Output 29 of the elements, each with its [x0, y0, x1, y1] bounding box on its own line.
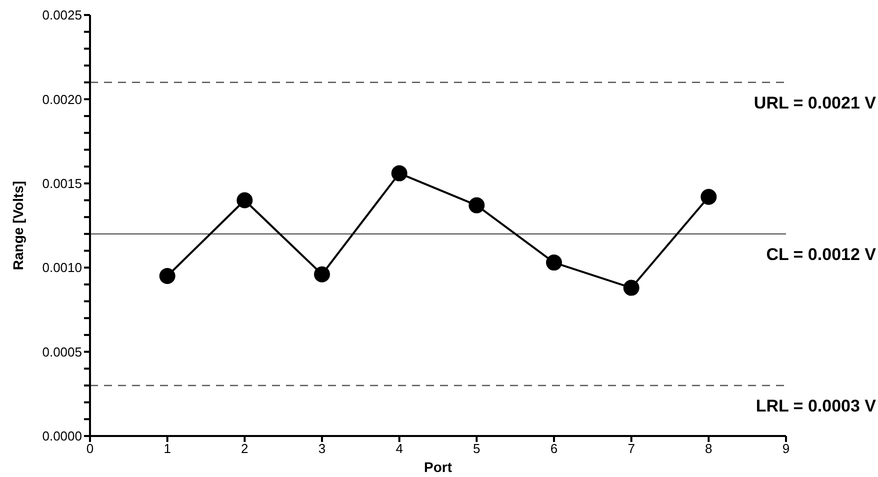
x-tick-label: 6 — [550, 441, 558, 456]
ref-line-label: LRL = 0.0003 V — [756, 396, 877, 416]
y-axis-title: Range [Volts] — [10, 180, 26, 270]
point — [700, 188, 717, 205]
x-tick-label: 4 — [396, 441, 403, 456]
x-tick-label: 3 — [318, 441, 326, 456]
y-tick-label: 0.0025 — [42, 8, 82, 23]
point — [546, 254, 562, 271]
x-axis-title: Port — [424, 459, 452, 475]
ref-line-label: URL = 0.0021 V — [754, 93, 877, 112]
x-tick-label: 8 — [705, 441, 712, 456]
y-tick-label: 0.0000 — [42, 428, 82, 444]
y-tick-label: 0.0005 — [42, 344, 82, 360]
y-tick-label: 0.0010 — [42, 260, 82, 276]
point — [623, 280, 640, 296]
point — [159, 268, 176, 284]
x-tick-label: 7 — [628, 441, 635, 456]
x-tick-label: 2 — [241, 441, 248, 456]
y-tick-label: 0.0015 — [42, 176, 82, 192]
point — [391, 165, 408, 182]
ref-line-label: CL = 0.0012 V — [766, 244, 877, 264]
x-tick-label: 1 — [164, 441, 171, 456]
y-tick-label: 0.0020 — [42, 92, 82, 107]
x-tick-label: 5 — [473, 441, 480, 456]
point — [468, 197, 485, 214]
x-tick-label: 9 — [782, 441, 790, 456]
x-tick-label: 0 — [86, 441, 94, 456]
point — [236, 192, 253, 208]
point — [314, 266, 330, 282]
